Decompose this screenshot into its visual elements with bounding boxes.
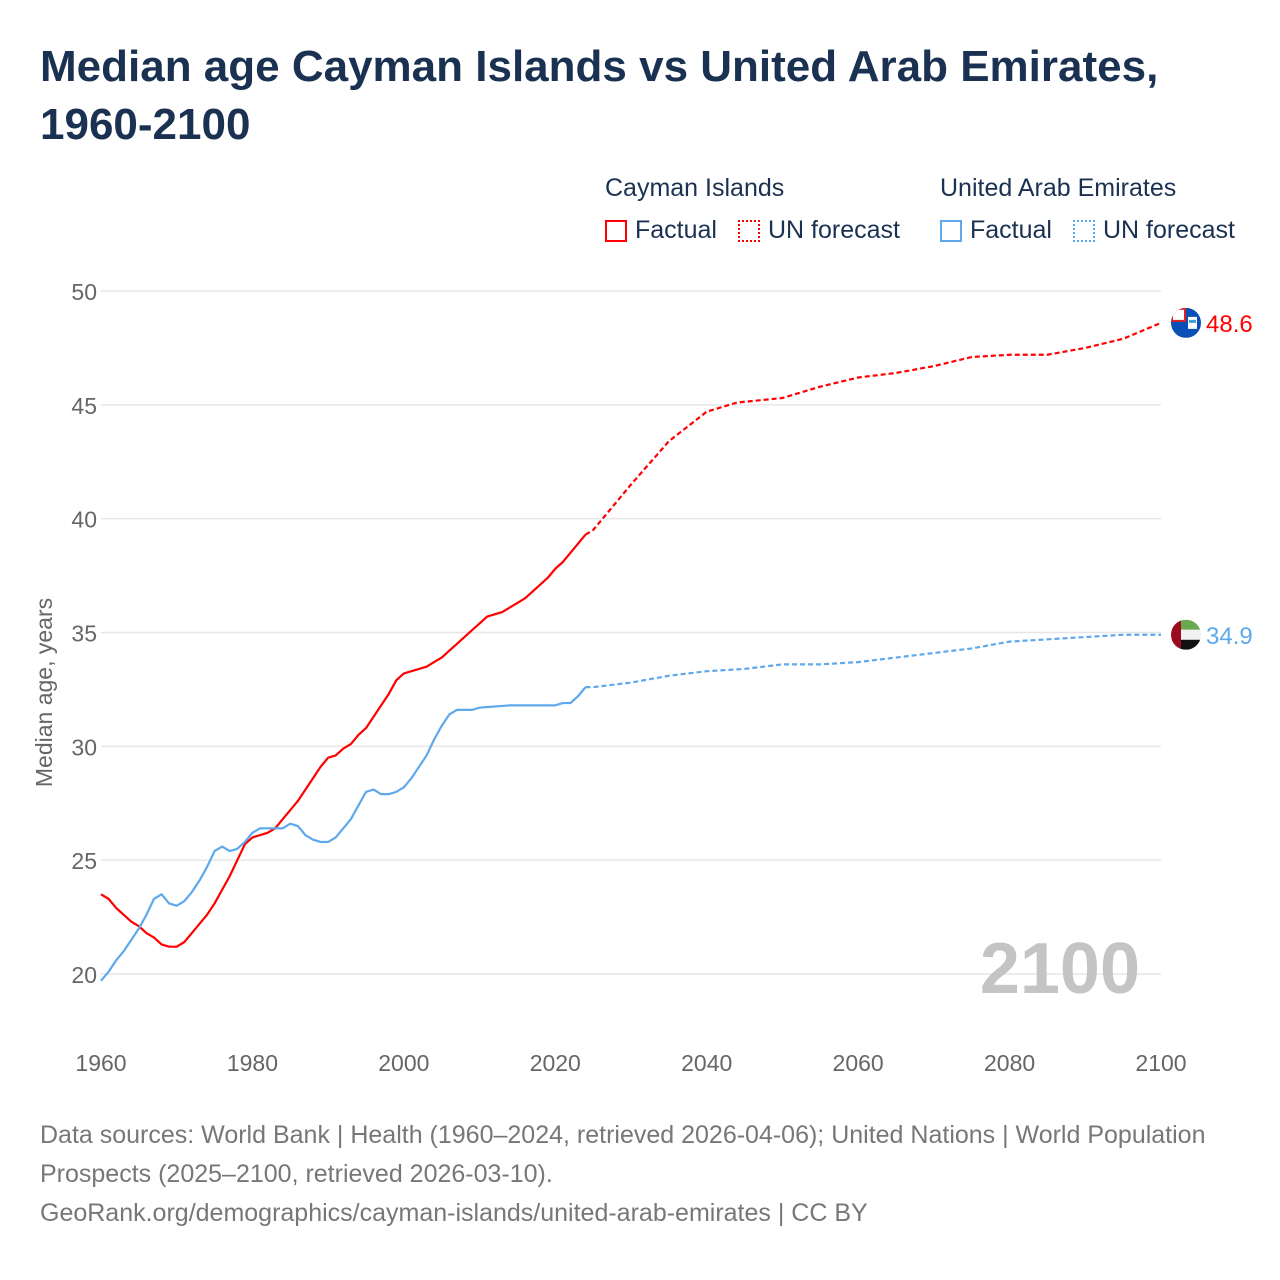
y-tick-label: 50 bbox=[71, 279, 97, 305]
x-tick-label: 1960 bbox=[75, 1050, 126, 1076]
legend-label: Factual bbox=[635, 216, 717, 244]
y-tick-label: 45 bbox=[71, 393, 97, 419]
series-line-forecast bbox=[585, 321, 1162, 536]
y-tick-label: 20 bbox=[71, 962, 97, 988]
source-line: Data sources: World Bank | Health (1960–… bbox=[40, 1121, 1206, 1188]
uae-flag-icon bbox=[1171, 619, 1201, 650]
end-value-label: 48.6 bbox=[1206, 311, 1253, 338]
legend-label: UN forecast bbox=[768, 216, 900, 244]
legend-swatch-solid-icon bbox=[940, 219, 962, 242]
legend-uae-forecast[interactable]: UN forecast bbox=[1073, 216, 1235, 245]
x-tick-label: 2000 bbox=[378, 1050, 429, 1076]
legend-group-cayman: Cayman Islands bbox=[605, 174, 785, 202]
x-tick-label: 2060 bbox=[833, 1050, 884, 1076]
x-tick-label: 2080 bbox=[984, 1050, 1035, 1076]
chart-title: Median age Cayman Islands vs United Arab… bbox=[40, 42, 1159, 149]
source-note: Data sources: World Bank | Health (1960–… bbox=[40, 1116, 1240, 1233]
series-line-factual bbox=[100, 686, 587, 982]
series-line-factual bbox=[100, 533, 587, 948]
y-tick-label: 30 bbox=[71, 734, 97, 760]
y-tick-label: 25 bbox=[71, 848, 97, 874]
legend-label: Factual bbox=[970, 216, 1052, 244]
end-value-label: 34.9 bbox=[1206, 623, 1253, 650]
x-tick-label: 1980 bbox=[227, 1050, 278, 1076]
legend-label: UN forecast bbox=[1103, 216, 1235, 244]
legend-swatch-solid-icon bbox=[605, 219, 627, 242]
year-watermark: 2100 bbox=[980, 929, 1140, 1009]
y-axis-label: Median age, years bbox=[31, 598, 57, 787]
legend-swatch-dotted-icon bbox=[738, 219, 760, 242]
cayman-islands-flag-icon bbox=[1171, 307, 1201, 338]
y-tick-label: 35 bbox=[71, 621, 97, 647]
series-line-forecast bbox=[585, 633, 1161, 689]
legend-swatch-dotted-icon bbox=[1073, 219, 1095, 242]
legend-cayman-factual[interactable]: Factual bbox=[605, 216, 717, 245]
legend-uae-factual[interactable]: Factual bbox=[940, 216, 1052, 245]
legend-cayman-forecast[interactable]: UN forecast bbox=[738, 216, 900, 245]
plot-area: 20 25 30 35 40 45 50 1960 1980 2000 2020 2040 2060 20… bbox=[31, 279, 1253, 1076]
x-tick-label: 2040 bbox=[681, 1050, 732, 1076]
y-tick-label: 40 bbox=[71, 507, 97, 533]
x-tick-label: 2100 bbox=[1135, 1050, 1186, 1076]
source-link[interactable]: GeoRank.org/demographics/cayman-islands/… bbox=[40, 1199, 868, 1227]
x-tick-label: 2020 bbox=[530, 1050, 581, 1076]
legend-group-uae: United Arab Emirates bbox=[940, 174, 1177, 202]
